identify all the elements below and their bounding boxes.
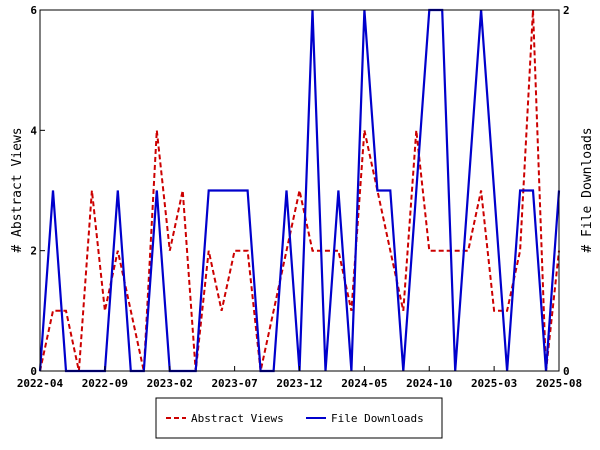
y-tick-label: 2 — [30, 245, 37, 258]
x-tick-label: 2023-12 — [276, 377, 322, 390]
y2-tick-label: 0 — [563, 365, 570, 378]
x-tick-label: 2025-08 — [536, 377, 582, 390]
x-tick-label: 2024-10 — [406, 377, 452, 390]
y-tick-label: 0 — [30, 365, 37, 378]
x-tick-label: 2022-04 — [17, 377, 64, 390]
series-line-abstract-views — [39, 9, 560, 372]
y-axis-title: # Abstract Views — [10, 127, 25, 252]
legend-label-abstract-views: Abstract Views — [191, 412, 284, 425]
x-tick-label: 2024-05 — [341, 377, 387, 390]
legend-label-file-downloads: File Downloads — [331, 412, 424, 425]
x-tick-label: 2025-03 — [471, 377, 517, 390]
ticks-layer: 2022-04 2022-09 2023-02 2023-07 2023-12 2024-… — [17, 4, 582, 390]
x-tick-label: 2022-09 — [82, 377, 128, 390]
y2-axis-title: # File Downloads — [580, 127, 595, 252]
y2-tick-label: 2 — [563, 4, 570, 17]
y-tick-label: 6 — [30, 4, 37, 17]
x-tick-label: 2023-02 — [147, 377, 193, 390]
y-tick-label: 4 — [30, 124, 37, 137]
legend-box — [155, 397, 443, 439]
legend: Abstract Views File Downloads — [155, 397, 443, 439]
x-tick-label: 2023-07 — [211, 377, 257, 390]
